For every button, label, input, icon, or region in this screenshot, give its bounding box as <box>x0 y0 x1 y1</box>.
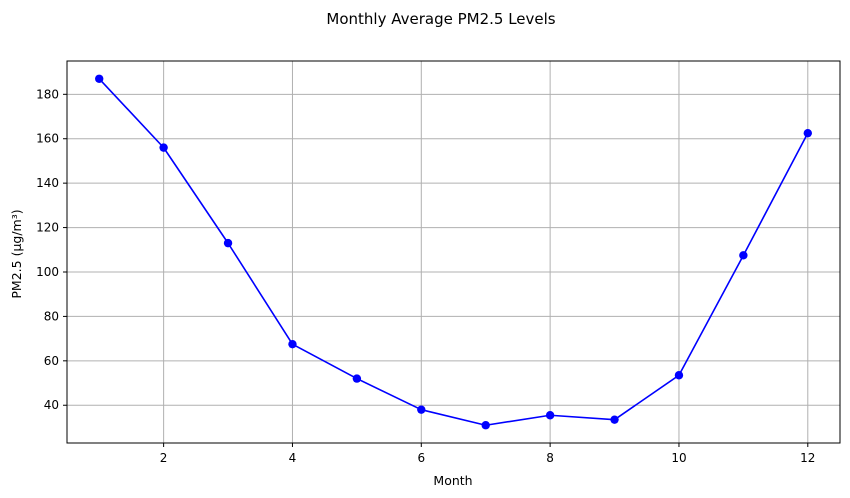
y-tick-label: 160 <box>36 132 59 146</box>
x-tick-label: 8 <box>546 451 554 465</box>
plot-area-frame <box>66 60 841 444</box>
data-point <box>674 371 684 380</box>
x-tick-label: 6 <box>417 451 425 465</box>
data-point <box>95 74 104 83</box>
y-tick-label: 80 <box>44 309 59 323</box>
data-point <box>159 143 168 152</box>
y-tick-label: 120 <box>36 221 59 235</box>
x-axis-ticks: 2 4 6 8 10 12 <box>160 443 815 465</box>
y-gridlines <box>67 93 840 406</box>
data-point <box>223 238 233 248</box>
data-point <box>803 128 812 138</box>
chart-title: Monthly Average PM2.5 Levels <box>326 10 555 28</box>
y-axis-ticks: 40 60 80 100 120 140 160 180 <box>36 87 67 412</box>
data-point <box>352 374 362 383</box>
x-tick-label: 4 <box>289 451 297 465</box>
data-point <box>739 251 748 260</box>
y-tick-label: 140 <box>36 176 59 190</box>
y-tick-label: 40 <box>44 398 59 412</box>
x-tick-label: 12 <box>800 451 815 465</box>
x-tick-label: 2 <box>160 451 168 465</box>
x-gridlines <box>163 61 809 443</box>
data-point <box>417 405 426 414</box>
y-tick-label: 180 <box>36 87 59 101</box>
series-layer <box>95 74 812 430</box>
data-point <box>545 411 555 420</box>
y-tick-label: 60 <box>44 354 59 368</box>
y-tick-label: 100 <box>36 265 59 279</box>
series-line <box>98 78 809 427</box>
y-axis-label: PM2.5 (µg/m³) <box>9 209 24 298</box>
x-tick-label: 10 <box>671 451 686 465</box>
data-point <box>481 421 490 430</box>
data-point <box>288 339 297 349</box>
x-axis-label: Month <box>433 473 472 488</box>
data-point <box>610 415 619 424</box>
